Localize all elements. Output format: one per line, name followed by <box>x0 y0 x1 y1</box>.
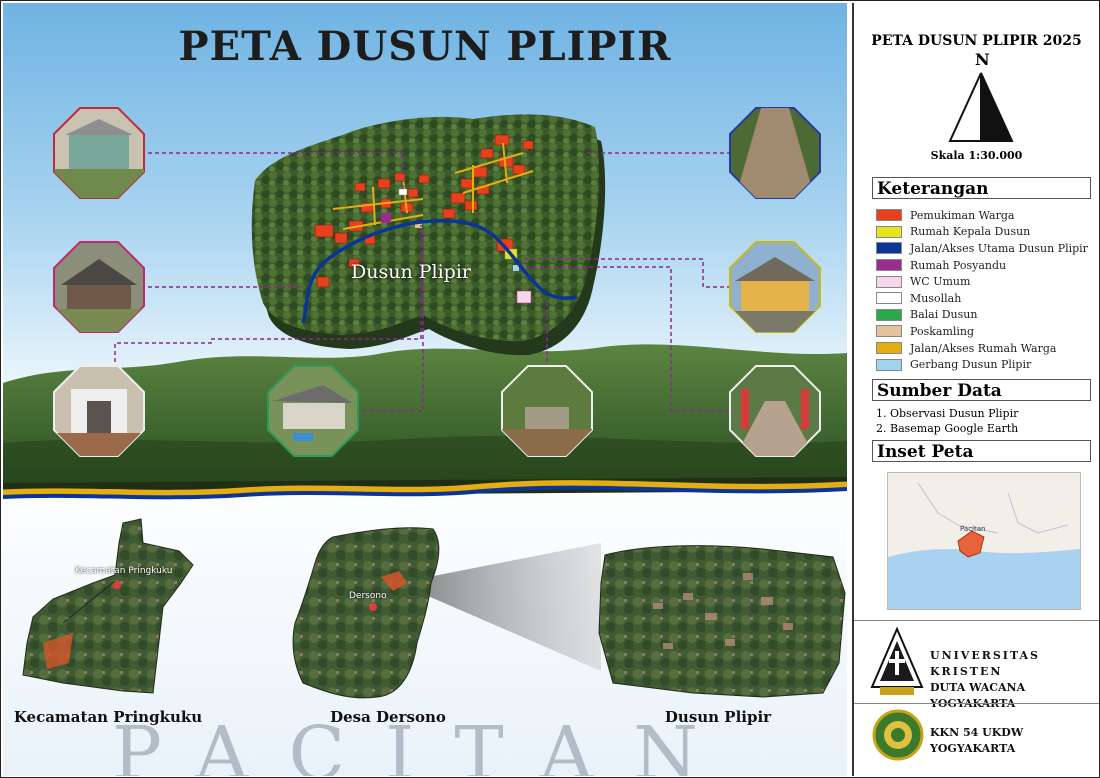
wc-umum-marker <box>516 290 532 304</box>
legend-swatch-pemukiman <box>876 209 902 222</box>
desa-map <box>292 527 440 699</box>
legend-item: Jalan/Akses Utama Dusun Plipir <box>876 240 1091 257</box>
inset-highlight <box>957 530 985 558</box>
label-dusun: Dusun Plipir <box>664 708 772 726</box>
legend-item: Poskamling <box>876 323 1091 340</box>
legend-swatch-wc-umum <box>876 275 902 288</box>
legend-swatch-gerbang <box>876 358 902 371</box>
map-canvas <box>3 107 847 699</box>
north-arrow-icon <box>948 72 1014 142</box>
map-title: PETA DUSUN PLIPIR <box>178 23 672 70</box>
legend-item: Rumah Posyandu <box>876 257 1091 274</box>
inset-map-canvas <box>888 473 1080 609</box>
legend-swatch-jalan-utama <box>876 242 902 255</box>
legend-item: Pemukiman Warga <box>876 207 1091 224</box>
legend-item: Rumah Kepala Dusun <box>876 224 1091 241</box>
divider <box>854 703 1099 704</box>
label-desa: Desa Dersono <box>330 708 446 726</box>
village-label: Dusun Plipir <box>351 261 471 283</box>
kecamatan-pin-label: Kecamatan Pringkuku <box>75 566 173 576</box>
legend-swatch-posyandu <box>876 259 902 272</box>
legend-swatch-kepala-dusun <box>876 225 902 238</box>
legend-item: WC Umum <box>876 273 1091 290</box>
legend-swatch-musollah <box>876 292 902 305</box>
leader-lines <box>114 152 731 412</box>
kkn-logo-icon <box>872 709 924 761</box>
village-slab <box>251 114 600 342</box>
musollah-marker <box>398 188 408 196</box>
inset-map: Pacitan <box>887 472 1081 610</box>
inset-heading: Inset Peta <box>872 440 1091 462</box>
panel-title: PETA DUSUN PLIPIR 2025 <box>871 33 1082 49</box>
legend-heading: Keterangan <box>872 177 1091 199</box>
map-scale: Skala 1:30.000 <box>930 149 1023 162</box>
ukdw-logo-icon <box>870 627 924 695</box>
legend-swatch-poskamling <box>876 325 902 338</box>
sources-list: 1. Observasi Dusun Plipir 2. Basemap Goo… <box>876 406 1018 436</box>
inset-label: Pacitan <box>960 525 986 533</box>
sources-heading: Sumber Data <box>872 379 1091 401</box>
legend-swatch-jalan-warga <box>876 342 902 355</box>
legend-item: Jalan/Akses Rumah Warga <box>876 340 1091 357</box>
backdrop-pacitan: PACITAN <box>112 711 738 776</box>
zoom-cone-2 <box>398 543 601 671</box>
kkn-label: KKN 54 UKDW YOGYAKARTA <box>930 726 1024 755</box>
legend-item: Musollah <box>876 290 1091 307</box>
legend-item: Balai Dusun <box>876 307 1091 324</box>
source-item: 1. Observasi Dusun Plipir <box>876 407 1019 420</box>
university-name: UNIVERSITAS KRISTEN DUTA WACANA YOGYAKAR… <box>930 649 1041 710</box>
map-area: PETA DUSUN PLIPIR Dusun Plipir Kecamatan… <box>3 3 847 776</box>
dusun-satellite <box>598 545 846 698</box>
main-road <box>301 219 578 324</box>
desa-pin-label: Dersono <box>349 591 387 601</box>
source-item: 2. Basemap Google Earth <box>876 422 1019 435</box>
side-panel: PETA DUSUN PLIPIR 2025 N Skala 1:30.000 … <box>852 3 1099 776</box>
posyandu-marker <box>381 213 391 223</box>
local-roads <box>332 142 534 230</box>
north-letter: N <box>975 50 990 69</box>
poskamling-marker <box>415 223 422 228</box>
label-kecamatan: Kecamatan Pringkuku <box>13 708 203 726</box>
legend-list: Pemukiman Warga Rumah Kepala Dusun Jalan… <box>876 207 1091 373</box>
legend-item: Gerbang Dusun Plipir <box>876 356 1091 373</box>
legend-swatch-balai <box>876 308 902 321</box>
divider <box>854 620 1099 621</box>
gerbang-marker <box>513 265 519 271</box>
